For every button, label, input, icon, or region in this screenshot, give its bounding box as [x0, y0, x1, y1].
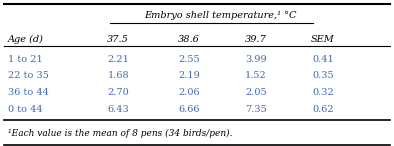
Text: 2.70: 2.70	[107, 88, 129, 97]
Text: 7.35: 7.35	[245, 105, 267, 114]
Text: 6.43: 6.43	[107, 105, 129, 114]
Text: 2.05: 2.05	[245, 88, 267, 97]
Text: ¹Each value is the mean of 8 pens (34 birds/pen).: ¹Each value is the mean of 8 pens (34 bi…	[8, 129, 232, 138]
Text: 38.6: 38.6	[178, 35, 200, 44]
Text: 37.5: 37.5	[107, 35, 129, 44]
Text: Age (d): Age (d)	[8, 35, 44, 44]
Text: 0 to 44: 0 to 44	[8, 105, 43, 114]
Text: 3.99: 3.99	[245, 55, 267, 64]
Text: 1 to 21: 1 to 21	[8, 55, 43, 64]
Text: 36 to 44: 36 to 44	[8, 88, 49, 97]
Text: Embryo shell temperature,¹ °C: Embryo shell temperature,¹ °C	[144, 11, 297, 20]
Text: 0.35: 0.35	[312, 71, 334, 80]
Text: 39.7: 39.7	[245, 35, 267, 44]
Text: SEM: SEM	[311, 35, 335, 44]
Text: 2.55: 2.55	[178, 55, 200, 64]
Text: 22 to 35: 22 to 35	[8, 71, 49, 80]
Text: 0.41: 0.41	[312, 55, 334, 64]
Text: 2.21: 2.21	[107, 55, 129, 64]
Text: 2.19: 2.19	[178, 71, 200, 80]
Text: 6.66: 6.66	[178, 105, 200, 114]
Text: 1.68: 1.68	[108, 71, 129, 80]
Text: 1.52: 1.52	[245, 71, 267, 80]
Text: 2.06: 2.06	[178, 88, 200, 97]
Text: 0.62: 0.62	[312, 105, 334, 114]
Text: 0.32: 0.32	[312, 88, 334, 97]
